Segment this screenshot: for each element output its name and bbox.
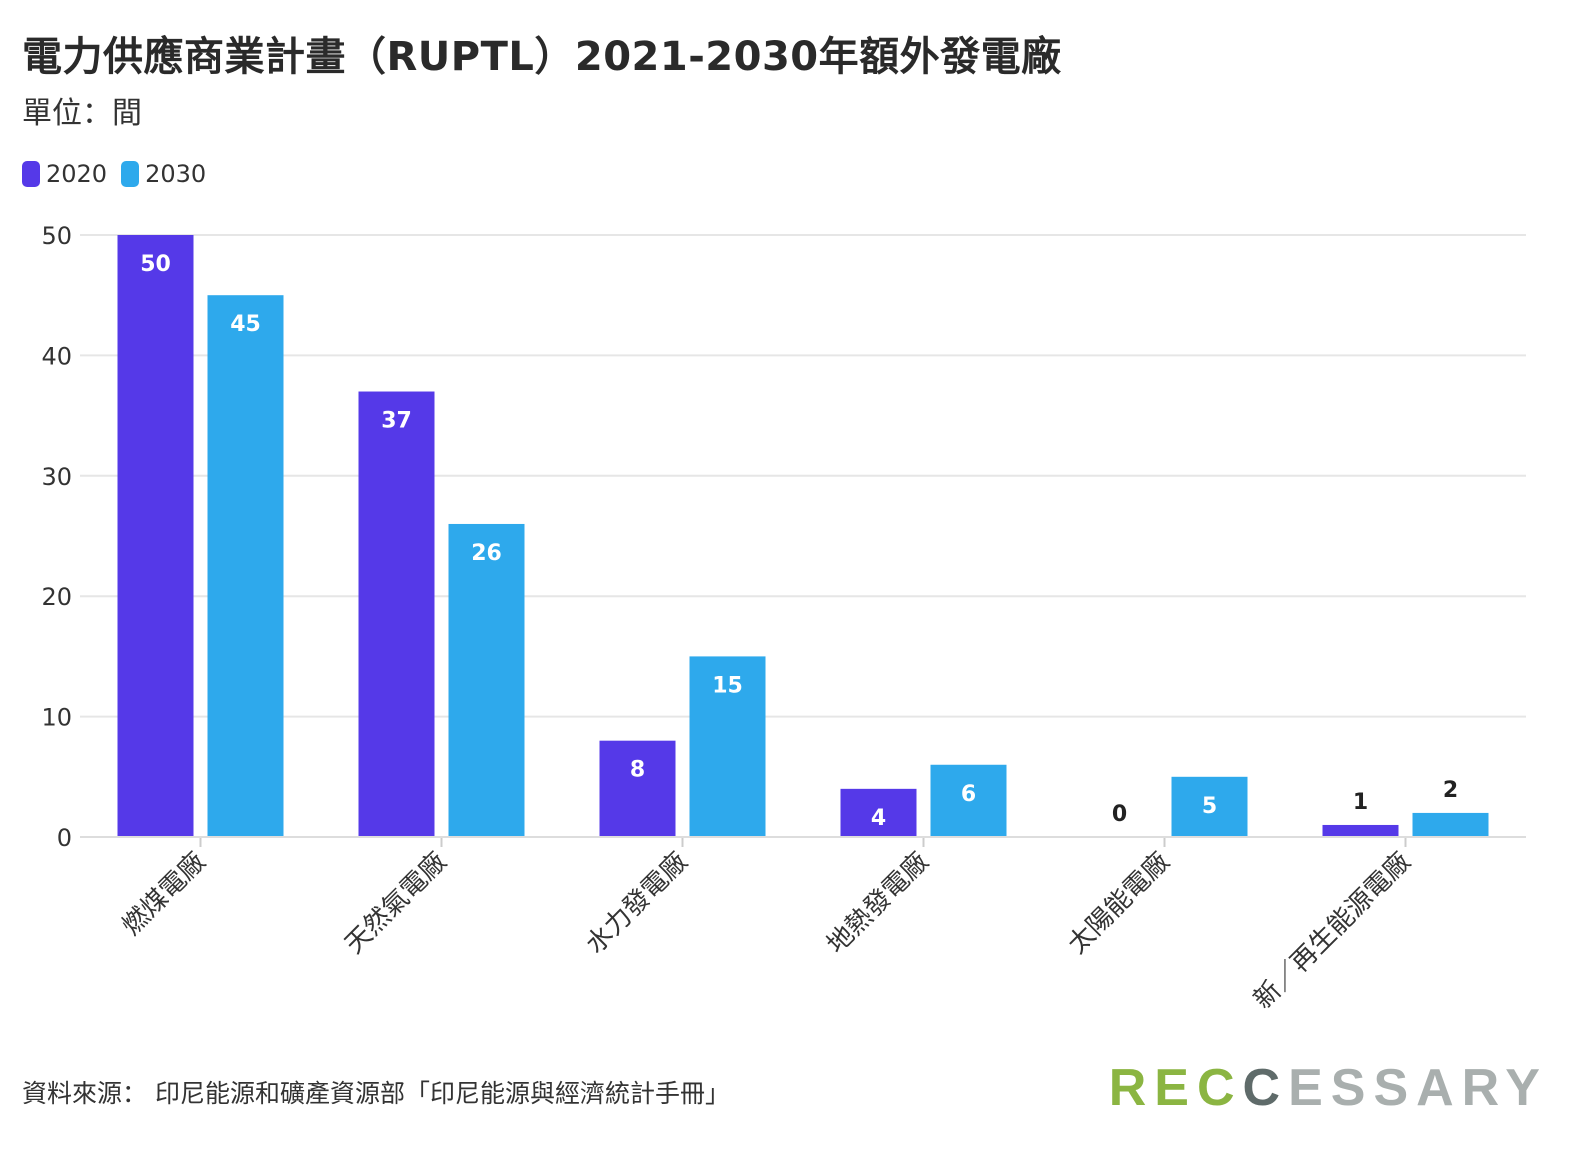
x-category-label: 燃煤電廠: [117, 847, 212, 942]
reccessary-logo: RECCESSARY: [1109, 1058, 1548, 1118]
data-label: 45: [230, 312, 261, 337]
bar-2030: [448, 523, 525, 837]
legend-label-2030: 2030: [145, 160, 207, 188]
bar-2020: [599, 740, 676, 837]
data-label: 15: [712, 673, 743, 698]
legend-label-2020: 2020: [46, 160, 108, 188]
data-label: 50: [140, 252, 171, 277]
bar-2020: [1322, 824, 1399, 837]
x-category-label: 天然氣電廠: [339, 847, 452, 960]
legend: 2020 2030: [22, 160, 206, 188]
x-category-label: 太陽能電廠: [1062, 847, 1175, 960]
logo-part-2: C: [1242, 1059, 1289, 1117]
legend-swatch-2020: [22, 161, 40, 187]
data-label: 8: [630, 758, 645, 783]
legend-swatch-2030: [121, 161, 140, 187]
logo-part-1: REC: [1108, 1059, 1243, 1117]
y-tick-label: 0: [57, 824, 72, 852]
logo-part-3: ESSARY: [1288, 1059, 1548, 1117]
y-tick-label: 40: [41, 342, 72, 370]
y-tick-label: 30: [41, 463, 72, 491]
x-category-label: 水力發電廠: [580, 847, 693, 960]
y-tick-label: 20: [41, 583, 72, 611]
source-note: 資料來源： 印尼能源和礦產資源部「印尼能源與經濟統計手冊」: [22, 1079, 730, 1108]
bar-2030: [689, 656, 766, 837]
y-tick-label: 50: [41, 222, 72, 250]
y-tick-label: 10: [41, 704, 72, 732]
bar-2020: [117, 235, 194, 837]
data-label: 1: [1353, 790, 1368, 815]
bar-2030: [207, 295, 284, 837]
bar-2020: [840, 788, 917, 837]
data-label: 26: [471, 541, 502, 566]
data-label: 37: [381, 409, 412, 434]
legend-item-2020[interactable]: 2020: [22, 160, 107, 188]
bar-2030: [1171, 776, 1248, 837]
x-category-label: 地熱發電廠: [821, 847, 934, 960]
x-category-label: 新／再生能源電廠: [1248, 847, 1416, 1015]
data-label: 6: [961, 782, 976, 807]
legend-item-2030[interactable]: 2030: [121, 160, 206, 188]
bar-2030: [930, 764, 1007, 837]
chart-title: 電力供應商業計畫（RUPTL）2021-2030年額外發電廠: [22, 34, 1062, 80]
data-label: 4: [871, 806, 886, 831]
bar-2030: [1412, 812, 1489, 837]
bar-2020: [358, 391, 435, 837]
chart-subtitle: 單位：間: [22, 96, 142, 131]
data-label: 0: [1112, 802, 1127, 827]
data-label: 2: [1443, 778, 1458, 803]
data-label: 5: [1202, 794, 1217, 819]
